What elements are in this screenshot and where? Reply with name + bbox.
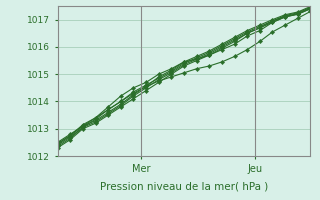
X-axis label: Pression niveau de la mer( hPa ): Pression niveau de la mer( hPa ) <box>100 182 268 192</box>
